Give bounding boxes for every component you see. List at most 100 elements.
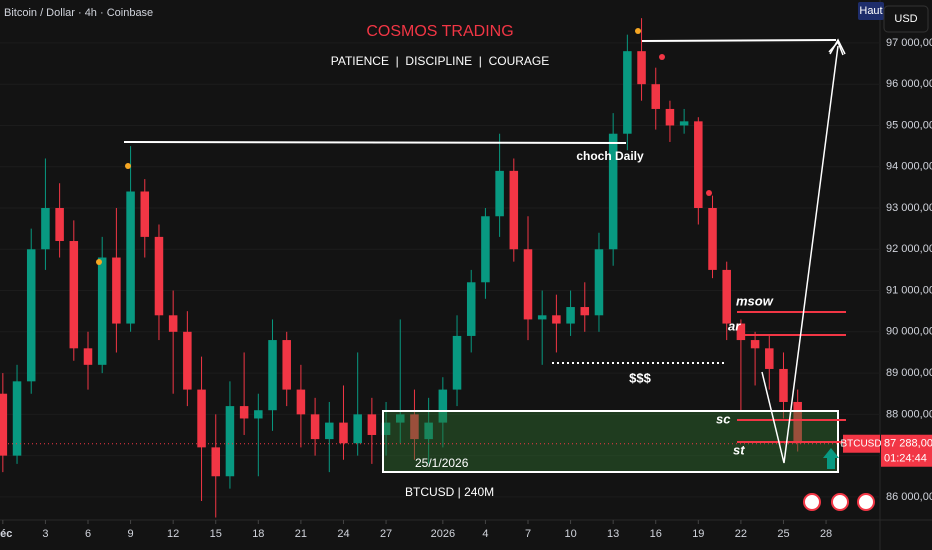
candle-body <box>566 307 575 324</box>
y-tick-label: 93 000,00 <box>886 202 932 214</box>
candle-body <box>410 414 419 440</box>
candle-body <box>12 381 22 456</box>
event-flag[interactable] <box>803 493 821 511</box>
event-flag[interactable] <box>857 493 875 511</box>
candle-body <box>296 389 306 415</box>
candle-body <box>353 414 362 444</box>
candle-body <box>452 335 462 390</box>
x-tick-label: 7 <box>525 528 531 540</box>
scale-button[interactable] <box>858 2 884 20</box>
y-tick-label: 91 000,00 <box>886 284 932 296</box>
price-tag <box>881 434 932 467</box>
candle-body <box>651 84 660 109</box>
candle-body <box>523 249 533 320</box>
candle-body <box>254 410 263 419</box>
x-tick-label: 22 <box>735 528 747 540</box>
x-tick-label: déc <box>0 528 12 540</box>
candle-body <box>0 393 8 456</box>
x-tick-label: 28 <box>820 528 832 540</box>
arrow-head <box>829 38 846 55</box>
x-tick-label: 13 <box>607 528 619 540</box>
candle-body <box>168 315 178 332</box>
candle-body <box>750 340 760 349</box>
candle-body <box>381 422 391 435</box>
up-arrow <box>823 448 839 469</box>
annotation: $$$ <box>629 370 651 385</box>
y-tick-label: 96 000,00 <box>886 78 932 90</box>
target-line <box>641 39 837 42</box>
y-tick-label: 86 000,00 <box>886 491 932 503</box>
candle-body <box>594 249 604 316</box>
candle-body <box>438 389 448 423</box>
candle-body <box>694 121 703 208</box>
candle-body <box>154 236 164 316</box>
x-tick-label: 6 <box>85 528 91 540</box>
annotation: choch Daily <box>576 149 644 163</box>
pivot-dot <box>706 190 712 196</box>
y-tick-label: 97 000,00 <box>886 37 932 49</box>
candle-body <box>339 422 348 444</box>
candle-body <box>793 401 802 444</box>
candles <box>0 18 880 518</box>
choch-line <box>123 141 627 144</box>
x-tick-label: 2026 <box>431 528 455 540</box>
candle-body <box>282 340 291 390</box>
candle-body <box>239 406 249 419</box>
chart-subtitle: PATIENCE | DISCIPLINE | COURAGE <box>331 54 550 68</box>
countdown: 01:24:44 <box>884 453 927 465</box>
candle-body <box>268 340 277 411</box>
candle-body <box>637 51 646 85</box>
x-tick-label: 27 <box>380 528 392 540</box>
candle-body <box>197 389 206 448</box>
x-tick-label: 16 <box>650 528 662 540</box>
candle-body <box>183 331 192 390</box>
x-tick-label: 21 <box>295 528 307 540</box>
candle-body <box>608 133 618 250</box>
event-flags <box>803 493 875 511</box>
x-tick-label: 10 <box>564 528 576 540</box>
y-tick-label: 89 000,00 <box>886 367 932 379</box>
candle-body <box>665 108 675 126</box>
arrow-head <box>828 40 844 56</box>
candle-body <box>722 269 731 324</box>
x-tick-label: 18 <box>252 528 264 540</box>
y-tick-label: 94 000,00 <box>886 161 932 173</box>
currency[interactable]: USD <box>894 13 917 25</box>
annotation: msow <box>736 293 774 308</box>
candle-body <box>765 348 774 369</box>
candle-body <box>396 414 405 423</box>
y-tick-label: 90 000,00 <box>886 326 932 338</box>
event-flag[interactable] <box>831 493 849 511</box>
candle-body <box>708 208 717 270</box>
candle-body <box>83 348 93 365</box>
x-tick-label: 24 <box>337 528 349 540</box>
symbol-info: Bitcoin / Dollar · 4h · Coinbase <box>4 7 153 19</box>
annotation: st <box>733 442 745 457</box>
candle-body <box>736 323 746 341</box>
candle-body <box>211 447 220 477</box>
candle-body <box>481 216 490 283</box>
chart-title: COSMOS TRADING <box>366 23 513 40</box>
annotation: 25/1/2026 <box>415 456 469 470</box>
candle-body <box>41 208 50 250</box>
candle-body <box>623 51 632 134</box>
x-tick-label: 12 <box>167 528 179 540</box>
symbol-tag-label: BTCUSD <box>840 438 881 449</box>
pivot-dot <box>125 163 131 169</box>
candle-body <box>126 191 135 324</box>
candle-body <box>509 170 519 250</box>
projection <box>761 45 839 464</box>
currency-button[interactable] <box>883 5 929 33</box>
candle-body <box>112 257 121 324</box>
candle-body <box>97 257 107 365</box>
pivot-dot <box>96 259 102 265</box>
y-tick-label: 95 000,00 <box>886 119 932 131</box>
candle-body <box>495 170 504 217</box>
scale-button-label[interactable]: Haut <box>859 5 882 17</box>
candle-body <box>55 208 64 242</box>
x-tick-label: 19 <box>692 528 704 540</box>
candle-body <box>140 191 150 237</box>
y-tick-label: 92 000,00 <box>886 243 932 255</box>
candle-body <box>580 307 590 316</box>
